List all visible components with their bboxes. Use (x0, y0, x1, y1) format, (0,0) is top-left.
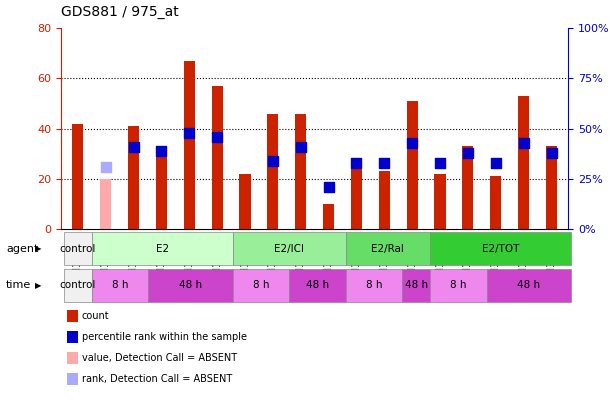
Text: ▶: ▶ (35, 281, 42, 290)
Text: time: time (6, 280, 31, 290)
Bar (211, 86, 223, 229)
Bar (463, 146, 474, 229)
Bar (148, 269, 233, 302)
Bar (351, 164, 362, 229)
Bar (546, 146, 557, 229)
Bar (490, 176, 502, 229)
Bar (379, 171, 390, 229)
Bar (240, 174, 251, 229)
Bar (156, 149, 167, 229)
Bar (430, 232, 571, 265)
Bar (406, 101, 418, 229)
Bar (346, 232, 430, 265)
Bar (486, 269, 571, 302)
Text: 48 h: 48 h (179, 280, 202, 290)
Text: GDS881 / 975_at: GDS881 / 975_at (61, 5, 179, 19)
Text: 48 h: 48 h (404, 280, 428, 290)
Point (491, 160, 500, 166)
Bar (518, 96, 529, 229)
Point (101, 164, 111, 170)
Bar (233, 232, 346, 265)
Bar (72, 124, 83, 229)
Bar (267, 113, 279, 229)
Text: value, Detection Call = ABSENT: value, Detection Call = ABSENT (82, 353, 237, 363)
Text: 8 h: 8 h (112, 280, 128, 290)
Bar (290, 269, 346, 302)
Point (129, 143, 139, 150)
Text: 8 h: 8 h (253, 280, 269, 290)
Text: control: control (60, 244, 96, 254)
Point (435, 160, 445, 166)
Bar (100, 179, 111, 229)
Text: 48 h: 48 h (306, 280, 329, 290)
Bar (323, 204, 334, 229)
Text: E2/TOT: E2/TOT (482, 244, 519, 254)
Point (268, 158, 278, 164)
Bar (92, 232, 233, 265)
Bar (233, 269, 290, 302)
Point (463, 149, 473, 156)
Text: E2/Ral: E2/Ral (371, 244, 404, 254)
Bar (434, 174, 445, 229)
Bar (64, 232, 92, 265)
Text: E2: E2 (156, 244, 169, 254)
Text: ▶: ▶ (35, 244, 42, 253)
Point (156, 147, 166, 154)
Text: E2/ICI: E2/ICI (274, 244, 304, 254)
Text: agent: agent (6, 244, 38, 254)
Bar (402, 269, 430, 302)
Bar (430, 269, 486, 302)
Text: percentile rank within the sample: percentile rank within the sample (82, 332, 247, 342)
Point (212, 133, 222, 140)
Bar (92, 269, 148, 302)
Text: rank, Detection Call = ABSENT: rank, Detection Call = ABSENT (82, 374, 232, 384)
Text: 8 h: 8 h (365, 280, 382, 290)
Point (185, 129, 194, 136)
Point (351, 160, 361, 166)
Text: 8 h: 8 h (450, 280, 467, 290)
Bar (184, 61, 195, 229)
Bar (295, 113, 306, 229)
Point (408, 139, 417, 146)
Text: control: control (60, 280, 96, 290)
Text: 48 h: 48 h (518, 280, 540, 290)
Point (379, 160, 389, 166)
Bar (128, 126, 139, 229)
Point (519, 139, 529, 146)
Text: count: count (82, 311, 109, 321)
Point (296, 143, 306, 150)
Bar (346, 269, 402, 302)
Bar (64, 269, 92, 302)
Point (324, 183, 334, 190)
Point (547, 149, 557, 156)
